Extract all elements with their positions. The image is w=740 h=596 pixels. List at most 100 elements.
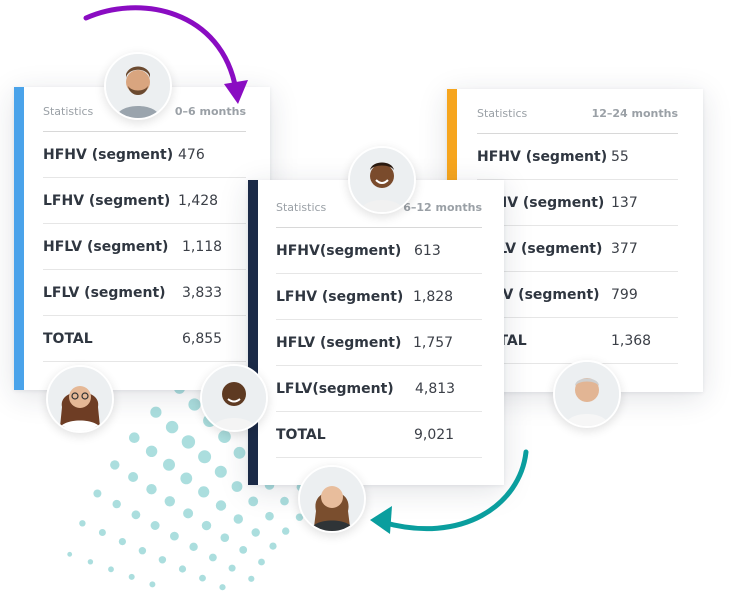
card-period-label: 0–6 months <box>174 105 246 118</box>
row-value: 476 <box>178 147 205 163</box>
avatar-smiling-man <box>348 146 416 214</box>
row-label: LFLV(segment) <box>276 381 394 397</box>
decorative-dot <box>228 564 236 572</box>
decorative-dot <box>215 500 227 511</box>
table-row: LFLV (segment) 3,833 <box>43 270 246 316</box>
card-period-label: 12–24 months <box>591 107 678 120</box>
decorative-dot <box>146 484 157 495</box>
row-value: 4,813 <box>415 381 456 397</box>
table-row: LFHV (segment) 1,828 <box>276 274 482 320</box>
decorative-dot <box>128 573 135 580</box>
row-label: HFHV (segment) <box>477 149 608 165</box>
decorative-dot <box>218 430 231 444</box>
decorative-dot <box>219 584 226 591</box>
decorative-dot <box>149 581 156 588</box>
table-row-total: TOTAL 9,021 <box>276 412 482 458</box>
card-header-label: Statistics <box>43 105 94 118</box>
table-row: LFHV (segment) 1,428 <box>43 178 246 224</box>
decorative-dot <box>131 510 141 520</box>
table-row: HFHV(segment) 613 <box>276 228 482 274</box>
decorative-dot <box>220 533 230 542</box>
table-row-total: TOTAL 6,855 <box>43 316 246 362</box>
card-header-label: Statistics <box>276 201 327 214</box>
row-label: HFHV(segment) <box>276 243 402 259</box>
decorative-dot <box>98 529 106 536</box>
row-value: 613 <box>414 243 441 259</box>
table-row: HFLV (segment) 1,118 <box>43 224 246 270</box>
decorative-dot <box>67 551 73 557</box>
decorative-dot <box>269 542 277 550</box>
decorative-dot <box>251 528 260 537</box>
decorative-dot <box>188 398 201 411</box>
row-label: TOTAL <box>276 427 326 443</box>
table-row: LFLV (segment) 799 <box>477 272 678 318</box>
decorative-dot <box>150 406 162 418</box>
decorative-dot <box>158 556 167 564</box>
decorative-dot <box>181 435 196 449</box>
decorative-dot <box>170 531 179 541</box>
decorative-dot <box>280 496 289 506</box>
row-value: 1,828 <box>413 289 454 305</box>
decorative-dot <box>189 542 198 551</box>
row-value: 6,855 <box>182 331 223 347</box>
decorative-dot <box>214 465 227 478</box>
avatar-woman-glasses <box>46 365 114 433</box>
table-row: HFLV (segment) 377 <box>477 226 678 272</box>
row-label: LFHV (segment) <box>43 193 171 209</box>
decorative-dot <box>265 511 274 521</box>
row-value: 1,428 <box>178 193 219 209</box>
avatar-woman <box>298 465 366 533</box>
decorative-dot <box>233 446 246 459</box>
decorative-dot <box>118 538 126 546</box>
row-label: HFLV (segment) <box>276 335 402 351</box>
table-row-total: TOTAL1,368 <box>477 318 678 364</box>
row-value: 3,833 <box>182 285 223 301</box>
decorative-dot <box>163 458 175 471</box>
decorative-dot <box>183 508 194 519</box>
card-accent-bar <box>14 87 24 390</box>
decorative-dot <box>178 565 187 573</box>
stats-card-0-6-months: Statistics 0–6 months HFHV (segment) 476 … <box>14 87 270 390</box>
decorative-dot <box>112 499 121 509</box>
table-row: LFLV(segment) 4,813 <box>276 366 482 412</box>
decorative-dot <box>198 486 210 498</box>
card-accent-bar <box>248 180 258 485</box>
decorative-dot <box>138 547 147 555</box>
row-label: LFHV (segment) <box>477 195 605 211</box>
decorative-dot <box>239 546 248 554</box>
card-header-label: Statistics <box>477 107 528 120</box>
row-value: 1,368 <box>611 333 652 349</box>
decorative-dot <box>110 460 120 470</box>
decorative-dot <box>128 472 139 482</box>
row-value: 799 <box>611 287 638 303</box>
avatar-older-man <box>553 360 621 428</box>
decorative-dot <box>87 559 94 565</box>
table-row: LFHV (segment) 137 <box>477 180 678 226</box>
decorative-dot <box>108 566 114 573</box>
row-value: 377 <box>611 241 638 257</box>
decorative-dot <box>198 450 212 464</box>
decorative-dot <box>231 481 243 492</box>
table-row: HFHV (segment) 55 <box>477 134 678 180</box>
decorative-dot <box>248 496 259 507</box>
row-value: 137 <box>611 195 638 211</box>
decorative-dot <box>145 445 158 457</box>
avatar-bearded-man <box>104 52 172 120</box>
row-label: HFLV (segment) <box>477 241 603 257</box>
decorative-dot <box>282 527 290 535</box>
decorative-dot <box>248 575 255 582</box>
decorative-dot <box>150 521 160 530</box>
row-value: 55 <box>611 149 629 165</box>
decorative-dot <box>129 432 140 444</box>
decorative-dot <box>233 514 243 524</box>
row-value: 1,118 <box>182 239 223 255</box>
row-label: HFHV (segment) <box>43 147 174 163</box>
decorative-dot <box>165 420 179 434</box>
row-label: LFLV (segment) <box>43 285 166 301</box>
row-value: 1,757 <box>413 335 454 351</box>
row-label: LFLV (segment) <box>477 287 600 303</box>
decorative-dot <box>209 553 217 562</box>
stats-card-6-12-months: Statistics 6–12 months HFHV(segment) 613 … <box>248 180 504 485</box>
decorative-dot <box>164 496 175 507</box>
decorative-dot <box>79 520 86 527</box>
